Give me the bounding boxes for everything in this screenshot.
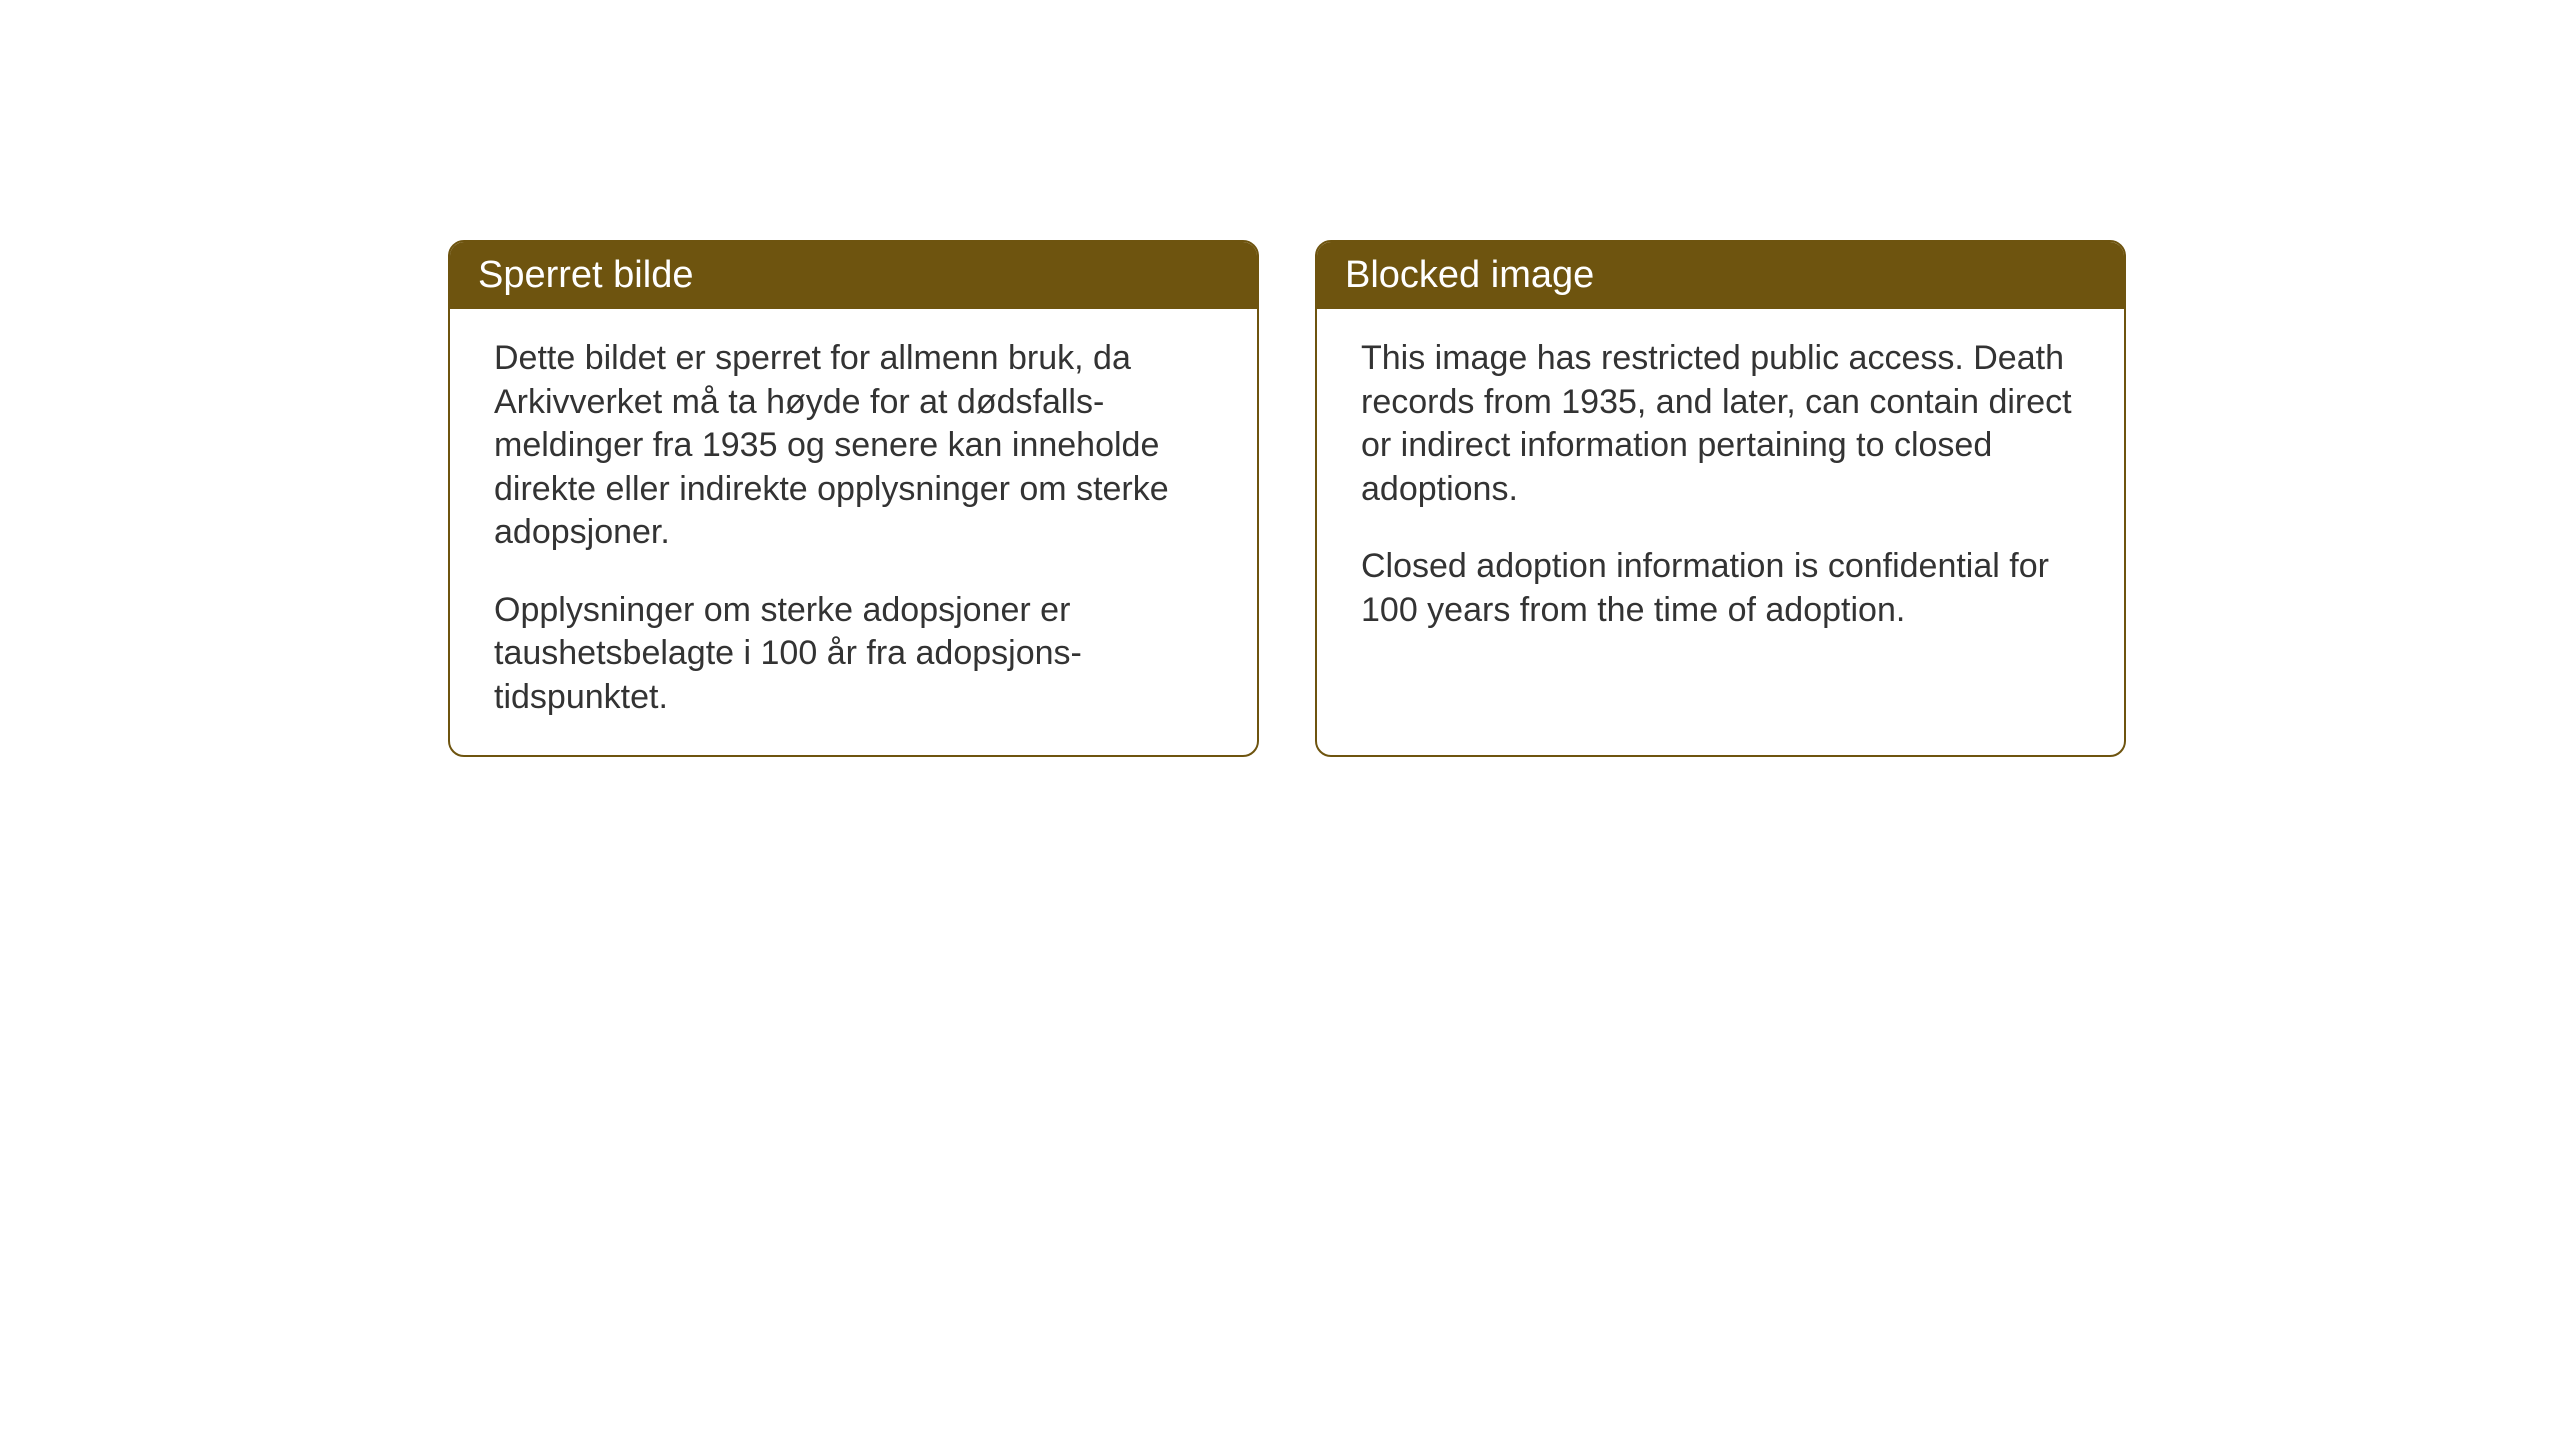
- paragraph-1-english: This image has restricted public access.…: [1361, 337, 2080, 511]
- notice-container: Sperret bilde Dette bildet er sperret fo…: [448, 240, 2126, 757]
- card-body-english: This image has restricted public access.…: [1317, 309, 2124, 668]
- notice-card-english: Blocked image This image has restricted …: [1315, 240, 2126, 757]
- paragraph-1-norwegian: Dette bildet er sperret for allmenn bruk…: [494, 337, 1213, 555]
- card-title-english: Blocked image: [1317, 242, 2124, 309]
- card-title-norwegian: Sperret bilde: [450, 242, 1257, 309]
- paragraph-2-english: Closed adoption information is confident…: [1361, 545, 2080, 632]
- notice-card-norwegian: Sperret bilde Dette bildet er sperret fo…: [448, 240, 1259, 757]
- paragraph-2-norwegian: Opplysninger om sterke adopsjoner er tau…: [494, 589, 1213, 720]
- card-body-norwegian: Dette bildet er sperret for allmenn bruk…: [450, 309, 1257, 755]
